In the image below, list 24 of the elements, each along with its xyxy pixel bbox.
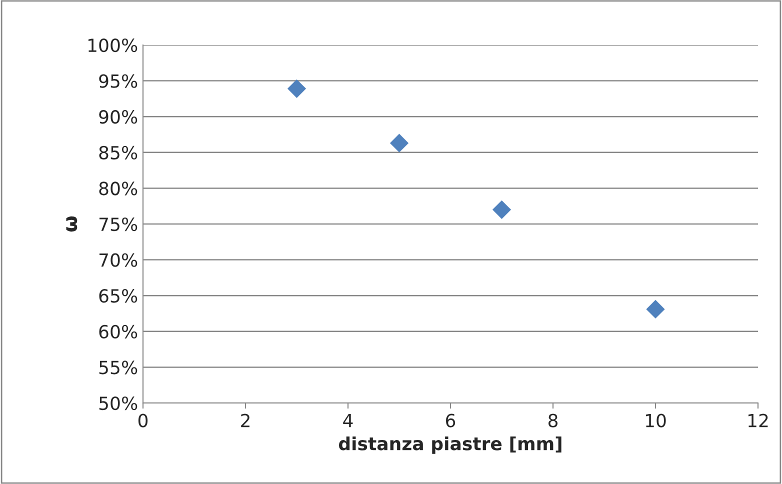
x-axis-title: distanza piastre [mm] — [338, 436, 562, 454]
x-tick-label: 4 — [343, 414, 353, 428]
y-tick-label: 50% — [99, 396, 138, 410]
point — [287, 79, 306, 98]
point — [492, 200, 512, 219]
y-tick-label: 85% — [99, 146, 138, 160]
x-tick-label: 6 — [446, 414, 456, 428]
y-tick-label: 55% — [99, 360, 138, 374]
y-tick-label: 60% — [99, 324, 138, 339]
x-tick-label: 0 — [138, 414, 148, 428]
y-axis-title: ω — [66, 216, 78, 232]
y-tick-label: 70% — [99, 253, 138, 267]
x-tick-label: 8 — [548, 414, 558, 428]
point — [646, 300, 665, 319]
y-tick-label: 75% — [99, 217, 138, 232]
x-tick-label: 2 — [241, 414, 250, 428]
y-tick-label: 80% — [99, 182, 138, 196]
x-tick-label: 12 — [748, 414, 768, 428]
x-tick-label: 10 — [646, 414, 666, 428]
y-tick-label: 100% — [88, 38, 138, 52]
point — [390, 134, 409, 152]
y-tick-label: 95% — [99, 74, 138, 88]
y-tick-label: 65% — [99, 289, 138, 303]
y-tick-label: 90% — [99, 110, 138, 124]
